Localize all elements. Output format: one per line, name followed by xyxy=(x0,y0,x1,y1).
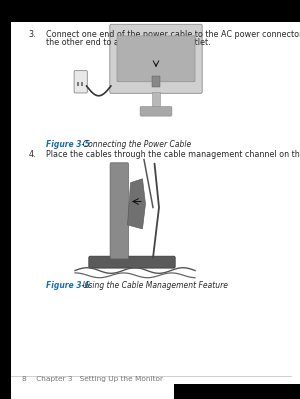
Text: 3.: 3. xyxy=(28,30,36,39)
Text: Using the Cable Management Feature: Using the Cable Management Feature xyxy=(78,281,228,290)
Bar xyxy=(0,0,300,22)
Text: Place the cables through the cable management channel on the back of the pedesta: Place the cables through the cable manag… xyxy=(46,150,300,159)
Bar xyxy=(152,76,160,87)
Bar xyxy=(152,92,160,108)
FancyBboxPatch shape xyxy=(74,71,87,93)
FancyBboxPatch shape xyxy=(110,24,202,93)
Text: 8    Chapter 3   Setting Up the Monitor: 8 Chapter 3 Setting Up the Monitor xyxy=(22,376,164,382)
Bar xyxy=(174,384,300,399)
Bar xyxy=(81,82,83,86)
Text: Figure 3-5: Figure 3-5 xyxy=(46,140,90,149)
FancyBboxPatch shape xyxy=(117,36,195,82)
Text: Connecting the Power Cable: Connecting the Power Cable xyxy=(78,140,191,149)
Text: the other end to an electrical wall outlet.: the other end to an electrical wall outl… xyxy=(46,38,211,47)
Bar xyxy=(77,82,79,86)
Text: Figure 3-6: Figure 3-6 xyxy=(46,281,90,290)
Text: 4.: 4. xyxy=(28,150,36,159)
FancyBboxPatch shape xyxy=(110,163,128,259)
Polygon shape xyxy=(128,179,146,229)
FancyBboxPatch shape xyxy=(89,256,175,268)
Bar xyxy=(0,0,11,399)
FancyBboxPatch shape xyxy=(140,107,172,116)
Text: Connect one end of the power cable to the AC power connector on the back of the : Connect one end of the power cable to th… xyxy=(46,30,300,39)
